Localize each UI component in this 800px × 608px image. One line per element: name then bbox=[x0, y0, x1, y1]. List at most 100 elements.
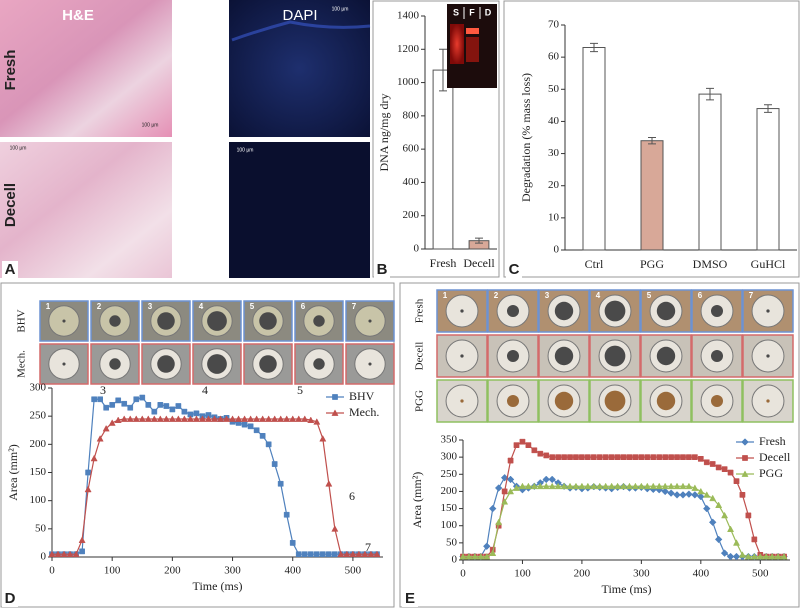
valve-orifice bbox=[259, 312, 277, 330]
marker bbox=[216, 415, 225, 422]
marker bbox=[60, 550, 68, 558]
marker bbox=[548, 482, 556, 490]
marker bbox=[181, 408, 188, 415]
error-bar bbox=[648, 137, 656, 145]
marker bbox=[108, 419, 116, 426]
valve-orifice bbox=[656, 301, 676, 321]
valve-orifice bbox=[604, 345, 626, 367]
marker bbox=[295, 551, 302, 558]
valve-orifice bbox=[460, 309, 464, 313]
marker bbox=[103, 404, 110, 411]
frame-label: 7 bbox=[352, 302, 357, 311]
row-label: Fresh bbox=[2, 50, 19, 91]
y-tick-label: 60 bbox=[548, 51, 560, 63]
marker bbox=[139, 394, 146, 401]
marker bbox=[685, 482, 693, 490]
marker bbox=[174, 415, 182, 422]
y-tick-label: 40 bbox=[548, 115, 560, 127]
marker bbox=[72, 550, 80, 558]
marker bbox=[608, 482, 616, 490]
marker bbox=[241, 421, 248, 428]
x-tick-label: 100 bbox=[104, 565, 121, 577]
marker bbox=[465, 552, 473, 560]
y-tick-label: 150 bbox=[30, 466, 47, 478]
y-tick-label: 50 bbox=[35, 522, 47, 534]
marker bbox=[48, 550, 56, 558]
marker bbox=[721, 466, 728, 472]
marker bbox=[721, 511, 729, 519]
marker bbox=[536, 482, 544, 490]
marker bbox=[708, 518, 717, 527]
marker bbox=[126, 415, 134, 422]
marker bbox=[127, 404, 134, 411]
bar bbox=[582, 47, 606, 251]
marker bbox=[483, 542, 491, 551]
marker bbox=[620, 454, 627, 460]
marker bbox=[138, 415, 146, 422]
marker bbox=[102, 424, 110, 432]
marker bbox=[193, 410, 200, 417]
valve-orifice bbox=[766, 354, 770, 358]
marker bbox=[265, 415, 273, 422]
marker bbox=[373, 550, 381, 558]
marker bbox=[656, 454, 663, 460]
marker bbox=[720, 549, 729, 557]
marker bbox=[738, 551, 746, 558]
frame-label: 3 bbox=[545, 291, 550, 300]
valve-orifice bbox=[207, 311, 227, 331]
valve-orifice bbox=[710, 349, 724, 363]
marker bbox=[567, 454, 573, 460]
marker bbox=[655, 482, 663, 490]
marker bbox=[673, 482, 681, 490]
marker bbox=[295, 415, 303, 422]
valve-orifice bbox=[62, 319, 66, 323]
y-tick-label: 100 bbox=[30, 494, 47, 506]
valve-orifice bbox=[604, 390, 626, 412]
marker bbox=[319, 435, 327, 442]
y-tick-label: 200 bbox=[30, 438, 47, 450]
marker bbox=[507, 487, 515, 495]
scale-bar: 100 µm bbox=[332, 6, 349, 12]
marker bbox=[745, 512, 752, 519]
bar bbox=[698, 93, 722, 251]
marker bbox=[602, 454, 609, 460]
marker bbox=[661, 482, 669, 490]
marker bbox=[180, 415, 188, 422]
y-tick-label: 1000 bbox=[397, 76, 420, 88]
valve-orifice bbox=[207, 354, 227, 374]
frame-label: 1 bbox=[443, 291, 448, 300]
marker bbox=[283, 415, 291, 422]
y-tick-label: 400 bbox=[403, 176, 420, 188]
marker bbox=[132, 415, 140, 422]
y-tick-label: 70 bbox=[548, 19, 560, 31]
marker bbox=[732, 552, 741, 561]
marker bbox=[643, 482, 651, 490]
marker bbox=[709, 461, 716, 467]
panel-letter: B bbox=[377, 261, 388, 278]
marker bbox=[85, 469, 91, 476]
valve-orifice bbox=[368, 319, 372, 323]
x-tick-label: 400 bbox=[693, 568, 710, 580]
marker bbox=[355, 550, 363, 558]
marker bbox=[637, 482, 645, 490]
valve-orifice bbox=[313, 358, 325, 370]
valve-orifice bbox=[710, 304, 724, 318]
y-tick-label: 250 bbox=[30, 410, 47, 422]
frame-label: 5 bbox=[250, 302, 255, 311]
frame-label: 7 bbox=[749, 291, 754, 300]
legend-label: PGG bbox=[759, 466, 783, 480]
marker bbox=[307, 416, 315, 423]
marker bbox=[543, 452, 550, 459]
marker bbox=[210, 415, 219, 422]
marker bbox=[715, 464, 722, 471]
bar bbox=[756, 108, 780, 251]
marker bbox=[157, 402, 164, 408]
marker bbox=[506, 475, 515, 484]
marker bbox=[301, 415, 309, 422]
annotation: 4 bbox=[202, 383, 208, 397]
valve-orifice bbox=[766, 399, 770, 403]
marker bbox=[186, 415, 194, 422]
gel-band bbox=[466, 28, 479, 34]
panel-frame bbox=[372, 0, 500, 278]
